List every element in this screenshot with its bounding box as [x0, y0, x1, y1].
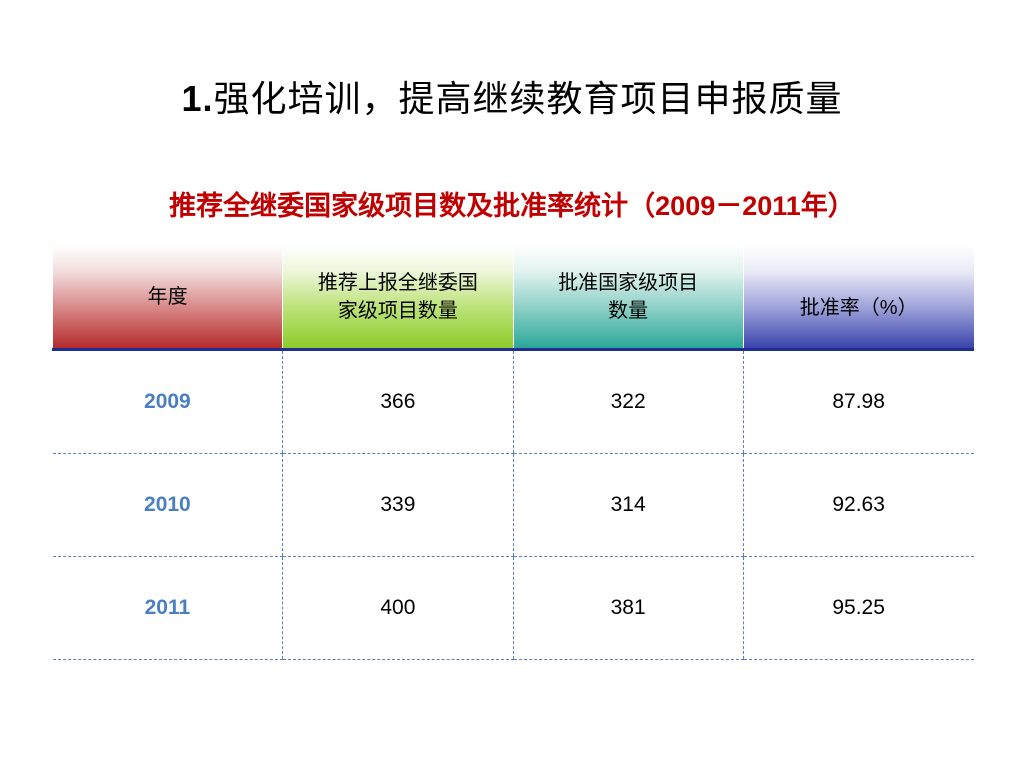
cell-approved: 314 — [512, 453, 744, 557]
header-approval-rate: 批准率（%） — [742, 245, 974, 351]
table-row: 2009 366 322 87.98 — [52, 349, 974, 454]
cell-year: 2010 — [52, 453, 283, 557]
cell-rate: 92.63 — [742, 453, 974, 557]
cell-rate: 95.25 — [742, 556, 974, 660]
header-year-label: 年度 — [147, 285, 188, 308]
cell-reported: 339 — [282, 453, 513, 557]
slide-title: 1.强化培训，提高继续教育项目申报质量 — [0, 70, 1024, 122]
cell-approved: 381 — [512, 556, 744, 660]
cell-rate: 87.98 — [742, 349, 974, 454]
slide-title-number: 1. — [181, 78, 214, 119]
table-row: 2011 400 381 95.25 — [52, 556, 974, 660]
cell-reported: 366 — [282, 349, 513, 454]
header-approved-line1: 批准国家级项目 — [558, 271, 699, 294]
stats-table: 年度 推荐上报全继委国 家级项目数量 批准国家级项目 数量 批准率（%） 200… — [51, 245, 974, 660]
slide-title-text: 强化培训，提高继续教育项目申报质量 — [213, 78, 843, 119]
header-approved-line2: 数量 — [608, 299, 649, 322]
header-reported-line2: 家级项目数量 — [337, 299, 458, 322]
cell-year: 2009 — [52, 349, 283, 454]
table-header-row: 年度 推荐上报全继委国 家级项目数量 批准国家级项目 数量 批准率（%） — [51, 245, 974, 351]
header-year: 年度 — [51, 245, 283, 351]
table-row: 2010 339 314 92.63 — [52, 453, 974, 557]
cell-reported: 400 — [282, 556, 513, 660]
cell-year: 2011 — [52, 556, 283, 660]
header-reported-line1: 推荐上报全继委国 — [317, 271, 478, 294]
table-caption: 推荐全继委国家级项目数及批准率统计（2009－2011年） — [169, 191, 855, 221]
header-rate-label: 批准率（%） — [799, 296, 918, 319]
cell-approved: 322 — [512, 349, 744, 454]
header-reported-count: 推荐上报全继委国 家级项目数量 — [282, 245, 513, 351]
header-approved-count: 批准国家级项目 数量 — [512, 245, 744, 351]
